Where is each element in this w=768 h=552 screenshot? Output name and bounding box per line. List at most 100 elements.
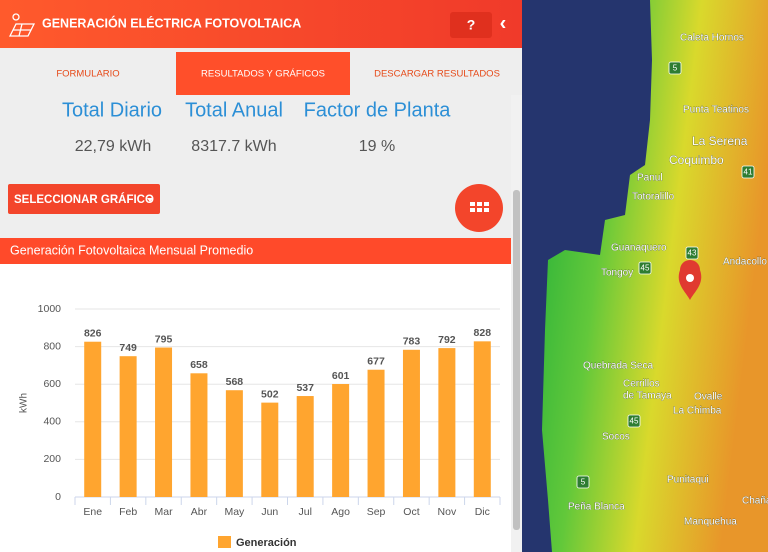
x-tick-label: Sep [367,506,386,518]
road-shield [627,414,641,428]
data-label: 677 [367,356,385,368]
chart-header [0,238,511,264]
map-label: Totoralillo [632,192,675,203]
map-label: de Tamaya [623,391,672,402]
y-tick-label: 600 [43,378,61,390]
road-shield [638,261,652,275]
data-label: 795 [155,333,173,345]
x-tick-label: Ago [331,506,350,518]
road-shield [668,61,682,75]
road-number: 5 [581,478,586,487]
road-shield [741,165,755,179]
x-tick-label: Abr [191,506,208,518]
data-label: 826 [84,327,102,339]
data-label: 568 [226,376,244,388]
map-label: Quebrada Seca [583,361,653,372]
data-label: 749 [119,342,137,354]
caret [147,198,153,202]
stat-value: 8317.7 kWh [191,138,276,155]
road-number: 45 [630,417,639,426]
chart-title: Generación Fotovoltaica Mensual Promedio [10,243,253,257]
y-tick-label: 1000 [38,303,62,315]
pin-dot [686,274,694,282]
data-label: 537 [296,382,314,394]
road-shield [576,475,590,489]
active-tab[interactable] [176,52,350,95]
x-tick-label: Jul [298,506,311,518]
chart-area [0,264,511,552]
collapse-button[interactable]: ‹ [500,12,507,34]
y-tick-label: 200 [43,453,61,465]
bar [84,341,102,497]
map-label: Coquimbo [669,153,724,167]
stat-label: Total Anual [185,99,283,121]
help-button[interactable] [450,12,492,38]
x-tick-label: Nov [438,506,457,518]
header-title: GENERACIÓN ELÉCTRICA FOTOVOLTAICA [42,15,301,30]
map-label: Tongoy [601,268,633,279]
map-label: Cerrillos [623,379,660,390]
tab[interactable]: DESCARGAR RESULTADOS [374,69,500,80]
data-label: 502 [261,388,279,400]
map-label: Andacollo [723,257,767,268]
tab[interactable]: FORMULARIO [56,69,119,80]
map-label: Peña Blanca [568,502,625,513]
map-label: Manquehua [684,517,737,528]
road-number: 45 [641,264,650,273]
land [542,0,768,552]
bar [119,356,137,497]
x-tick-label: Dic [475,506,490,518]
legend-swatch [218,536,231,548]
select-chart-label: SELECCIONAR GRÁFICO [14,193,154,206]
x-tick-label: Ene [83,506,102,518]
stat-value: 22,79 kWh [75,138,151,155]
bar [367,369,385,497]
x-tick-label: Jun [261,506,278,518]
road-number: 5 [673,64,678,73]
select-chart-button[interactable] [8,184,160,214]
data-label: 828 [474,327,492,339]
header [0,0,522,48]
bar [438,348,456,497]
x-tick-label: Oct [403,506,419,518]
grid-icon [470,202,489,212]
x-tick-label: Mar [154,506,173,518]
y-tick-label: 400 [43,416,61,428]
stat-label: Total Diario [62,99,162,121]
map-label: Punitaqui [667,475,709,486]
data-label: 658 [190,359,208,371]
bar [332,384,350,497]
bar [296,396,314,497]
bar [402,349,420,497]
map-label: Guanaquero [611,243,667,254]
map-label: Panul [637,173,663,184]
bar [473,341,491,497]
x-tick-label: May [224,506,245,518]
y-tick-label: 0 [55,491,61,503]
road-shield [685,246,699,260]
bar [190,373,208,497]
y-axis-label: kWh [19,393,30,413]
bar [261,402,279,497]
data-label: 792 [438,334,456,346]
stat-value: 19 % [359,138,395,155]
legend-label: Generación [236,537,297,549]
map[interactable]: Caleta Hornos Punta Teatinos La Serena Coqu… [522,0,768,552]
data-label: 783 [403,336,421,348]
road-number: 41 [744,168,753,177]
tab[interactable]: RESULTADOS Y GRÁFICOS [201,69,325,80]
map-label: La Serena [692,134,748,148]
bar [225,390,243,497]
bar [155,347,173,497]
map-label: Socos [602,432,630,443]
map-label: Punta Teatinos [683,105,749,116]
map-label: Chaña [742,496,768,507]
scrollbar-thumb[interactable] [513,190,520,530]
map-label: La Chimba [673,406,722,417]
road-number: 43 [688,249,697,258]
help-label: ? [467,17,476,33]
map-label: Caleta Hornos [680,33,744,44]
y-tick-label: 800 [43,340,61,352]
stat-label: Factor de Planta [304,99,452,121]
